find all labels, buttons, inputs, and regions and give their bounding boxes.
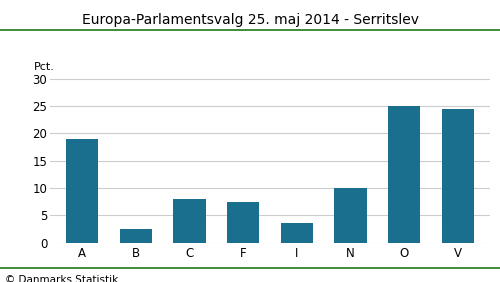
Bar	[120, 229, 152, 243]
Bar	[334, 188, 366, 243]
Bar	[280, 223, 313, 243]
Text: Europa-Parlamentsvalg 25. maj 2014 - Serritslev: Europa-Parlamentsvalg 25. maj 2014 - Ser…	[82, 13, 418, 27]
Bar	[442, 109, 474, 243]
Text: © Danmarks Statistik: © Danmarks Statistik	[5, 275, 118, 282]
Text: Pct.: Pct.	[34, 62, 55, 72]
Bar	[227, 202, 260, 243]
Bar	[174, 199, 206, 243]
Bar	[388, 106, 420, 243]
Bar	[66, 139, 98, 243]
